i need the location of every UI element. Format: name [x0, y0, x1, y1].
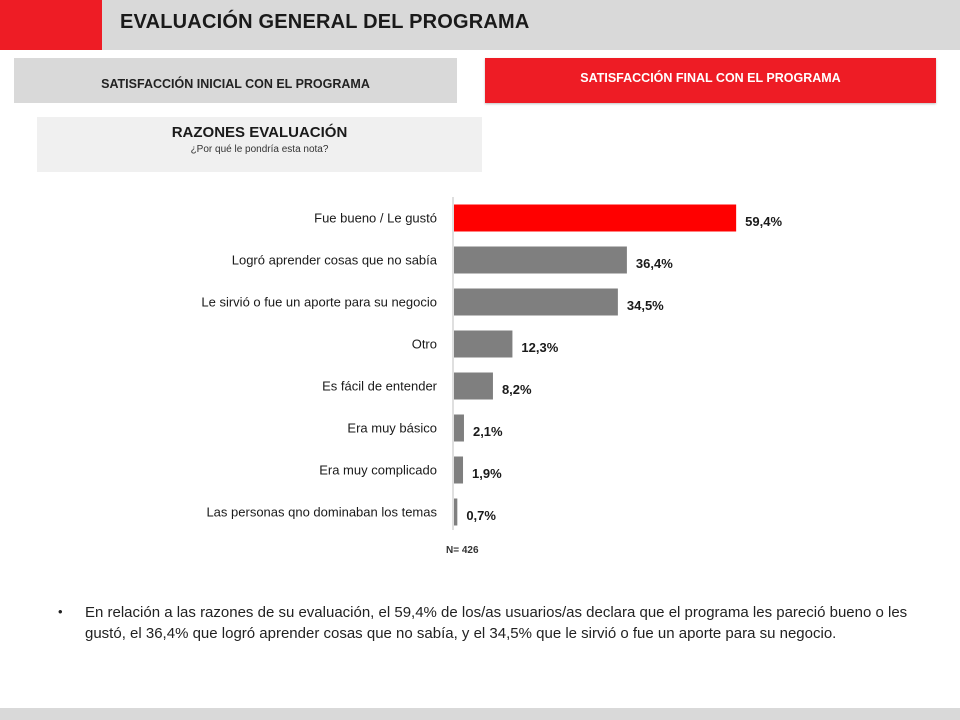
- category-label-4: Es fácil de entender: [322, 379, 438, 394]
- value-label-1: 36,4%: [636, 256, 673, 271]
- bar-1: [454, 246, 627, 274]
- category-label-7: Las personas qno dominaban los temas: [206, 505, 437, 520]
- footer-bar: [0, 708, 960, 720]
- value-label-7: 0,7%: [466, 508, 496, 523]
- bar-4: [454, 372, 493, 400]
- category-label-6: Era muy complicado: [319, 463, 437, 478]
- reasons-header-box: RAZONES EVALUACIÓN ¿Por qué le pondría e…: [37, 117, 482, 172]
- header-accent-block: [0, 0, 102, 50]
- bar-7: [454, 498, 458, 526]
- value-label-0: 59,4%: [745, 214, 782, 229]
- tab-initial-satisfaction[interactable]: SATISFACCIÓN INICIAL CON EL PROGRAMA: [14, 58, 457, 103]
- value-label-3: 12,3%: [521, 340, 558, 355]
- category-label-5: Era muy básico: [347, 421, 437, 436]
- value-label-2: 34,5%: [627, 298, 664, 313]
- page-title: EVALUACIÓN GENERAL DEL PROGRAMA: [120, 11, 530, 33]
- summary-bullet: •: [58, 604, 63, 619]
- tab-final-satisfaction[interactable]: SATISFACCIÓN FINAL CON EL PROGRAMA: [485, 58, 936, 103]
- category-label-0: Fue bueno / Le gustó: [314, 211, 437, 226]
- bar-6: [454, 456, 464, 484]
- header-bar: [0, 0, 960, 50]
- summary-text: En relación a las razones de su evaluaci…: [85, 604, 908, 642]
- category-label-2: Le sirvió o fue un aporte para su negoci…: [201, 295, 437, 310]
- category-label-3: Otro: [412, 337, 437, 352]
- sample-size-note: N= 426: [446, 545, 479, 556]
- bar-3: [454, 330, 513, 358]
- category-label-1: Logró aprender cosas que no sabía: [232, 253, 438, 268]
- value-label-6: 1,9%: [472, 466, 502, 481]
- bar-0: [454, 204, 737, 232]
- reasons-bar-chart: Fue bueno / Le gustó 59,4% Logró aprender …: [201, 197, 782, 530]
- reasons-subtitle: ¿Por qué le pondría esta nota?: [190, 144, 329, 155]
- bar-5: [454, 414, 464, 442]
- value-label-5: 2,1%: [473, 424, 503, 439]
- value-label-4: 8,2%: [502, 382, 532, 397]
- bar-2: [454, 288, 618, 316]
- reasons-title: RAZONES EVALUACIÓN: [171, 124, 348, 141]
